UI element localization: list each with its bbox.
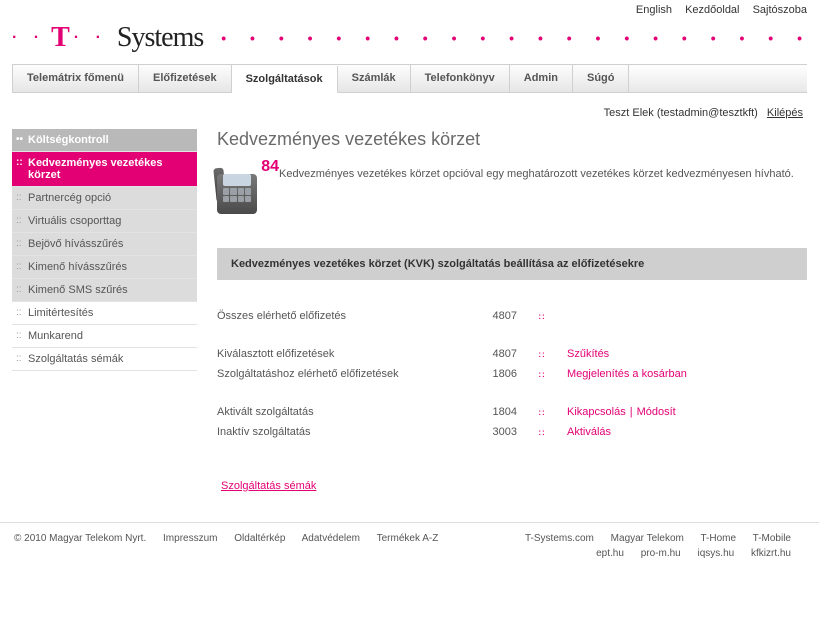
logo[interactable]: · · T · · Systems: [12, 22, 203, 54]
sidebar-item-munkarend[interactable]: Munkarend: [12, 325, 197, 348]
tab-szolgaltatasok[interactable]: Szolgáltatások: [232, 66, 338, 93]
tab-telematrix[interactable]: Telemátrix főmenü: [12, 65, 139, 92]
main-tabs: Telemátrix főmenü Előfizetések Szolgálta…: [12, 64, 807, 93]
row-label-osszes: Összes elérhető előfizetés: [217, 310, 457, 322]
decor-dots: • • • • • • • • • • • • • • • • • • • • …: [221, 30, 807, 46]
footer-oldalterkep[interactable]: Oldaltérkép: [234, 533, 285, 544]
row-label-aktivalt: Aktivált szolgáltatás: [217, 406, 457, 418]
footer-adatvedelem[interactable]: Adatvédelem: [302, 533, 360, 544]
sidebar-item-partnerceg[interactable]: Partnercég opció: [12, 187, 197, 210]
row-dots-inaktiv[interactable]: ::: [517, 428, 567, 437]
sidebar-item-semak[interactable]: Szolgáltatás sémák: [12, 348, 197, 371]
action-separator: |: [630, 406, 633, 418]
row-dots-osszes[interactable]: ::: [517, 312, 567, 321]
action-megjelenites[interactable]: Megjelenítés a kosárban: [567, 368, 687, 380]
footer-prom[interactable]: pro-m.hu: [641, 548, 681, 559]
logo-systems: Systems: [117, 22, 203, 54]
logo-dots-mid: · ·: [74, 29, 107, 47]
row-value-aktivalt: 1804: [457, 406, 517, 418]
row-label-inaktiv: Inaktív szolgáltatás: [217, 426, 457, 438]
logo-dots-left: · ·: [12, 29, 45, 47]
page-title: Kedvezményes vezetékes körzet: [217, 129, 807, 150]
sidebar-item-kvk[interactable]: Kedvezményes vezetékes körzet: [12, 152, 197, 187]
lang-english[interactable]: English: [636, 4, 672, 16]
action-szukites[interactable]: Szűkítés: [567, 348, 609, 360]
action-kikapcsolas[interactable]: Kikapcsolás: [567, 406, 626, 418]
link-home[interactable]: Kezdőoldal: [685, 4, 739, 16]
intro-text: Kedvezményes vezetékes körzet opcióval e…: [279, 164, 807, 180]
tab-szamlak[interactable]: Számlák: [338, 65, 411, 92]
sidebar-item-kimeno-hivas[interactable]: Kimenő hívásszűrés: [12, 256, 197, 279]
footer-copyright: © 2010 Magyar Telekom Nyrt.: [14, 533, 146, 544]
row-label-szolg-elerheto: Szolgáltatáshoz elérhető előfizetések: [217, 368, 457, 380]
logout-link[interactable]: Kilépés: [767, 107, 803, 119]
row-dots-aktivalt[interactable]: ::: [517, 408, 567, 417]
tab-telefonkonyv[interactable]: Telefonkönyv: [411, 65, 510, 92]
phone-icon: 84: [217, 164, 265, 214]
footer-kfkizrt[interactable]: kfkizrt.hu: [751, 548, 791, 559]
row-value-szolg-elerheto: 1806: [457, 368, 517, 380]
sidebar-item-koltsegkontroll[interactable]: Költségkontroll: [12, 129, 197, 152]
section-header: Kedvezményes vezetékes körzet (KVK) szol…: [217, 248, 807, 280]
footer-impresszum[interactable]: Impresszum: [163, 533, 217, 544]
footer-tmobile[interactable]: T-Mobile: [753, 533, 791, 544]
footer-magyar-telekom[interactable]: Magyar Telekom: [611, 533, 684, 544]
logo-t: T: [51, 22, 70, 54]
row-dots-szolg-elerheto[interactable]: ::: [517, 370, 567, 379]
phone-area-code: 84: [261, 158, 279, 176]
action-modosit[interactable]: Módosít: [637, 406, 676, 418]
row-value-osszes: 4807: [457, 310, 517, 322]
row-label-kivalasztott: Kiválasztott előfizetések: [217, 348, 457, 360]
logo-row: · · T · · Systems • • • • • • • • • • • …: [0, 16, 819, 64]
action-aktivalas[interactable]: Aktiválás: [567, 426, 611, 438]
sidebar-item-kimeno-sms[interactable]: Kimenő SMS szűrés: [12, 279, 197, 302]
main-content: Kedvezményes vezetékes körzet 84 Kedvezm…: [217, 129, 807, 492]
footer: © 2010 Magyar Telekom Nyrt. Impresszum O…: [0, 522, 819, 569]
footer-thome[interactable]: T-Home: [700, 533, 736, 544]
sidebar-item-bejovo[interactable]: Bejövő hívásszűrés: [12, 233, 197, 256]
sidebar-item-limit[interactable]: Limitértesítés: [12, 302, 197, 325]
link-press[interactable]: Sajtószoba: [753, 4, 807, 16]
footer-tsystems[interactable]: T-Systems.com: [525, 533, 594, 544]
row-value-kivalasztott: 4807: [457, 348, 517, 360]
schema-link[interactable]: Szolgáltatás sémák: [221, 480, 316, 492]
tab-elofizetesek[interactable]: Előfizetések: [139, 65, 232, 92]
footer-ept[interactable]: ept.hu: [596, 548, 624, 559]
sidebar-item-virtualis[interactable]: Virtuális csoporttag: [12, 210, 197, 233]
row-value-inaktiv: 3003: [457, 426, 517, 438]
tab-sugo[interactable]: Súgó: [573, 65, 630, 92]
user-name: Teszt Elek (testadmin@tesztkft): [604, 107, 758, 119]
footer-termekek[interactable]: Termékek A-Z: [377, 533, 439, 544]
tab-admin[interactable]: Admin: [510, 65, 573, 92]
row-dots-kivalasztott[interactable]: ::: [517, 350, 567, 359]
footer-iqsys[interactable]: iqsys.hu: [698, 548, 735, 559]
sidebar: Költségkontroll Kedvezményes vezetékes k…: [12, 129, 197, 492]
